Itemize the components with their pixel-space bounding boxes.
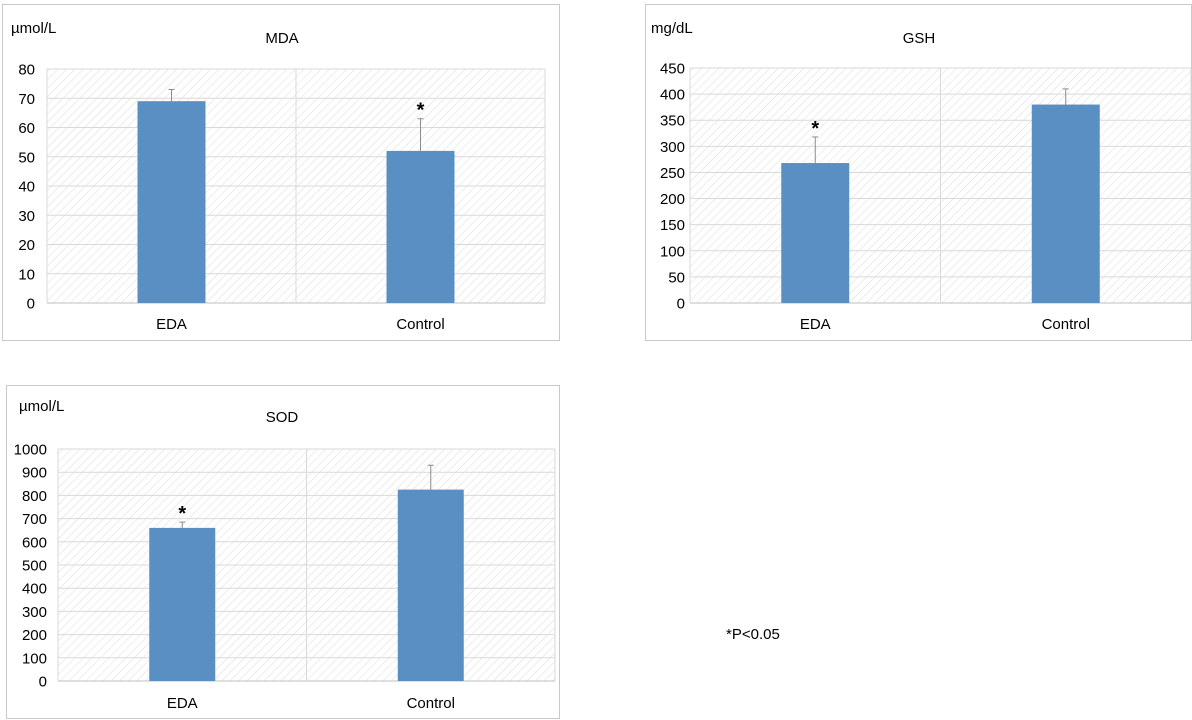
y-tick-label: 700 xyxy=(22,511,47,528)
y-tick-label: 50 xyxy=(668,269,685,286)
y-tick-label: 100 xyxy=(22,650,47,667)
y-tick-label: 450 xyxy=(660,61,685,78)
x-category-label: Control xyxy=(396,316,444,333)
gsh-chart-panel: 0 50 100 150 200 250 300 350 400 450 mg/dL GSH * EDA C… xyxy=(645,4,1192,341)
mda-chart-panel: 0 10 20 30 40 50 60 70 80 µmol/L MDA EDA * Control xyxy=(2,4,560,341)
x-category-label: Control xyxy=(407,695,455,712)
y-tick-label: 200 xyxy=(660,191,685,208)
y-tick-label: 150 xyxy=(660,217,685,234)
bar-control xyxy=(1031,104,1100,303)
sod-chart-panel: 0 100 200 300 400 500 600 700 800 900 1000 µmol/L SO… xyxy=(6,385,560,719)
y-tick-label: 400 xyxy=(660,87,685,104)
chart-title: MDA xyxy=(265,30,298,47)
bar-control xyxy=(397,489,464,681)
bar-eda xyxy=(781,163,850,303)
unit-label: µmol/L xyxy=(11,20,56,37)
significance-marker: * xyxy=(178,503,186,525)
significance-marker: * xyxy=(417,100,425,122)
y-tick-label: 900 xyxy=(22,465,47,482)
x-category-label: Control xyxy=(1042,316,1090,333)
x-category-label: EDA xyxy=(167,695,198,712)
y-tick-label: 50 xyxy=(18,149,35,166)
x-category-label: EDA xyxy=(156,316,187,333)
unit-label: µmol/L xyxy=(19,398,64,415)
y-tick-label: 200 xyxy=(22,627,47,644)
y-tick-label: 250 xyxy=(660,165,685,182)
y-tick-label: 0 xyxy=(677,296,685,313)
y-tick-label: 100 xyxy=(660,243,685,260)
mda-chart-svg: 0 10 20 30 40 50 60 70 80 µmol/L MDA EDA * Control xyxy=(11,20,546,333)
y-tick-label: 20 xyxy=(18,237,35,254)
sod-chart-svg: 0 100 200 300 400 500 600 700 800 900 1000 µmol/L SO… xyxy=(14,398,556,712)
y-tick-label: 0 xyxy=(27,296,35,313)
y-tick-label: 350 xyxy=(660,113,685,130)
bar-eda xyxy=(137,101,206,303)
y-tick-label: 600 xyxy=(22,534,47,551)
y-tick-label: 400 xyxy=(22,581,47,598)
chart-title: SOD xyxy=(266,409,299,426)
y-tick-label: 300 xyxy=(22,604,47,621)
y-tick-label: 300 xyxy=(660,139,685,156)
y-tick-label: 1000 xyxy=(14,442,47,459)
y-tick-label: 10 xyxy=(18,266,35,283)
y-tick-label: 800 xyxy=(22,488,47,505)
x-category-label: EDA xyxy=(800,316,831,333)
chart-title: GSH xyxy=(903,30,936,47)
significance-footnote: *P<0.05 xyxy=(726,626,780,643)
significance-marker: * xyxy=(811,118,819,140)
y-tick-label: 70 xyxy=(18,91,35,108)
y-tick-label: 0 xyxy=(39,674,47,691)
y-tick-label: 80 xyxy=(18,62,35,79)
unit-label: mg/dL xyxy=(651,20,693,37)
y-tick-label: 500 xyxy=(22,558,47,575)
y-tick-label: 60 xyxy=(18,120,35,137)
y-tick-label: 30 xyxy=(18,208,35,225)
gsh-chart-svg: 0 50 100 150 200 250 300 350 400 450 mg/dL GSH * EDA C… xyxy=(651,20,1192,333)
bar-eda xyxy=(149,527,216,681)
y-tick-label: 40 xyxy=(18,179,35,196)
bar-control xyxy=(386,150,455,303)
